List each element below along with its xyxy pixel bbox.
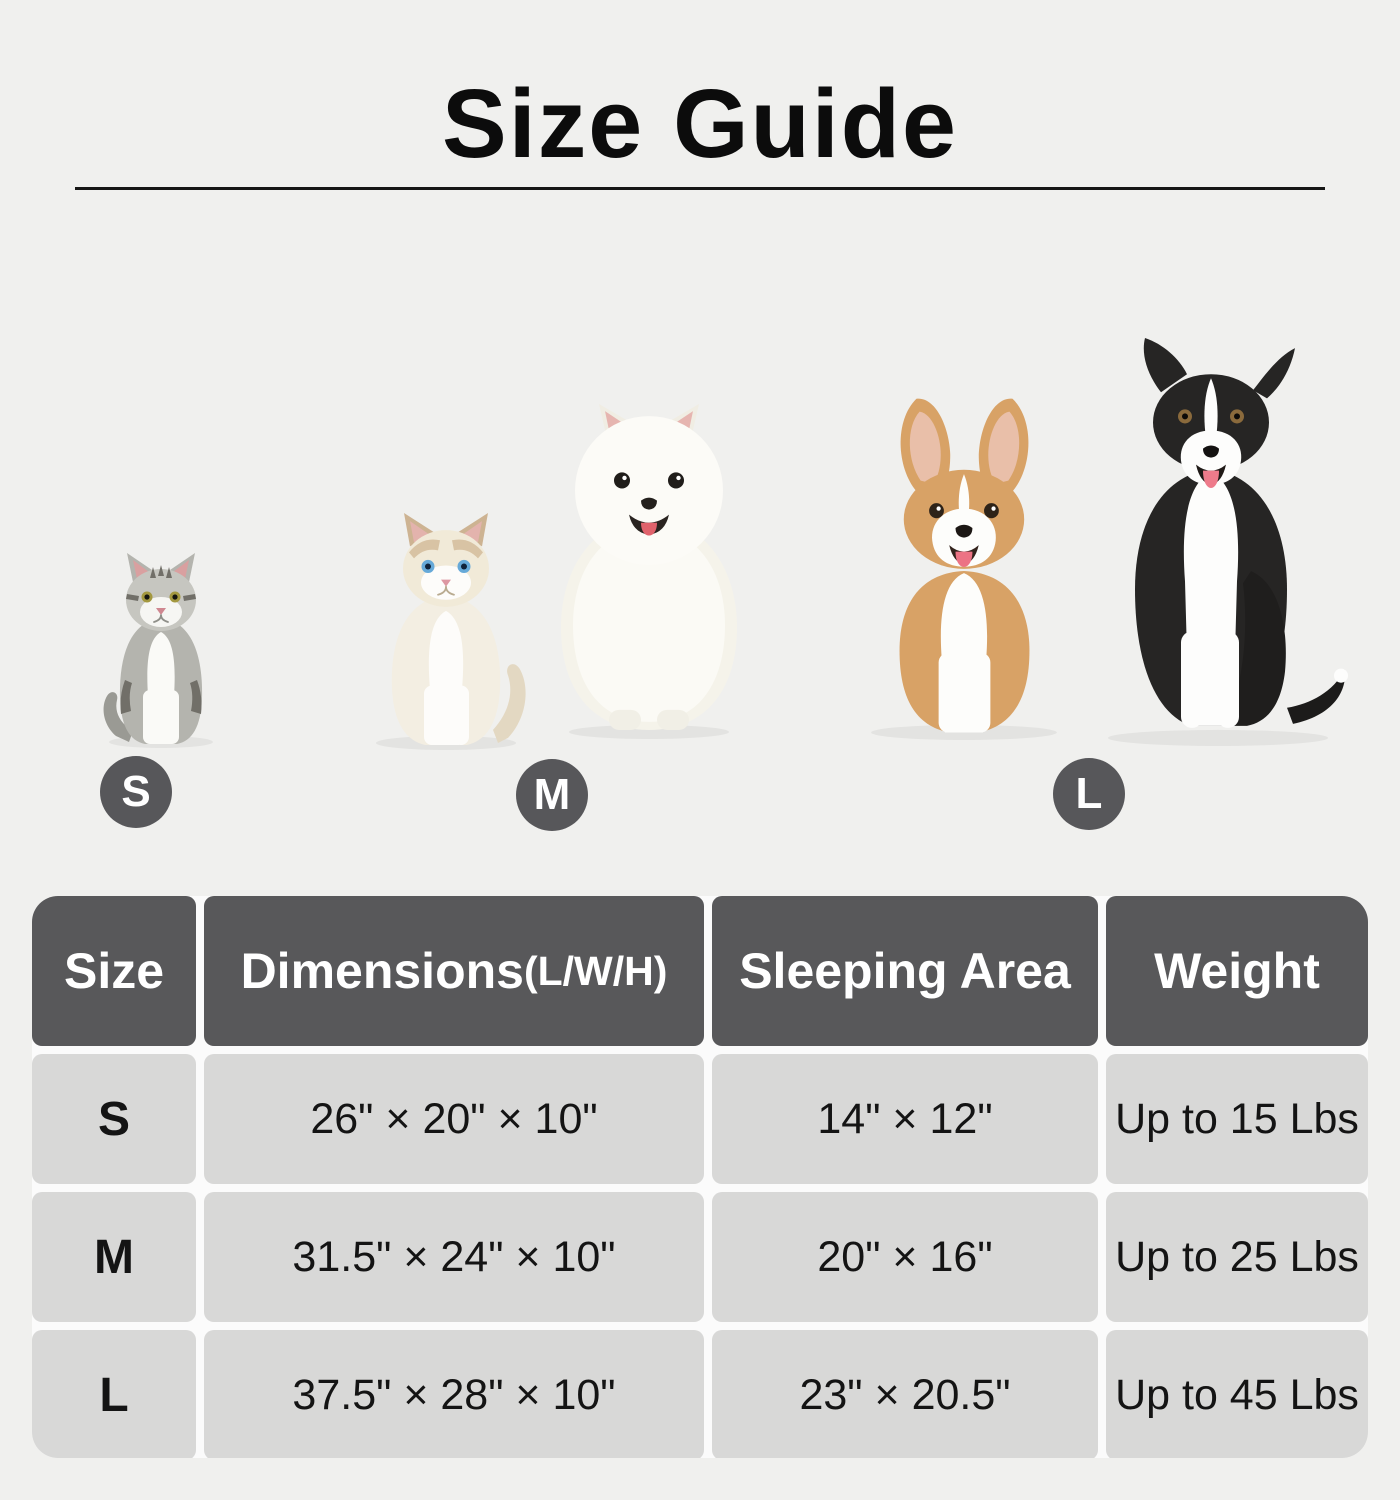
row-m-sleeping-area: 20" × 16" (712, 1192, 1098, 1322)
col-header-dimensions: Dimensions (L/W/H) (204, 896, 704, 1046)
row-l-sleeping-area: 23" × 20.5" (712, 1330, 1098, 1458)
row-s-size: S (32, 1054, 196, 1184)
col-header-dimensions-label: Dimensions (240, 943, 524, 999)
row-m-size: M (32, 1192, 196, 1322)
col-header-size-label: Size (63, 943, 165, 999)
col-header-weight: Weight (1106, 896, 1368, 1046)
pomeranian-dog-illustration (561, 404, 737, 739)
corgi-dog-illustration (871, 398, 1057, 740)
row-l-weight: Up to 45 Lbs (1106, 1330, 1368, 1458)
row-s-weight: Up to 15 Lbs (1106, 1054, 1368, 1184)
ragdoll-cat-illustration (376, 513, 526, 750)
row-l-size: L (32, 1330, 196, 1458)
row-s-dimensions: 26" × 20" × 10" (204, 1054, 704, 1184)
page-title: Size Guide (442, 69, 958, 178)
size-badge-m: M (516, 759, 588, 831)
tabby-cat-illustration (103, 553, 213, 748)
row-s-sleeping-area: 14" × 12" (712, 1054, 1098, 1184)
title-divider (75, 187, 1325, 190)
size-badge-m-label: M (533, 770, 571, 819)
col-header-sleeping-area-label: Sleeping Area (739, 943, 1071, 999)
size-badge-s: S (100, 756, 172, 828)
size-badge-s-label: S (121, 767, 151, 816)
row-m-dimensions: 31.5" × 24" × 10" (204, 1192, 704, 1322)
size-table: Size Dimensions (L/W/H) Sleeping Area Wei… (32, 896, 1368, 1458)
col-header-dimensions-unit: (L/W/H) (523, 947, 668, 994)
row-l-dimensions: 37.5" × 28" × 10" (204, 1330, 704, 1458)
col-header-size: Size (32, 896, 196, 1046)
col-header-sleeping-area: Sleeping Area (712, 896, 1098, 1046)
size-badge-l-label: L (1075, 769, 1103, 818)
row-m-weight: Up to 25 Lbs (1106, 1192, 1368, 1322)
col-header-weight-label: Weight (1154, 943, 1320, 999)
size-badge-l: L (1053, 758, 1125, 830)
border-collie-dog-illustration (1108, 338, 1348, 746)
